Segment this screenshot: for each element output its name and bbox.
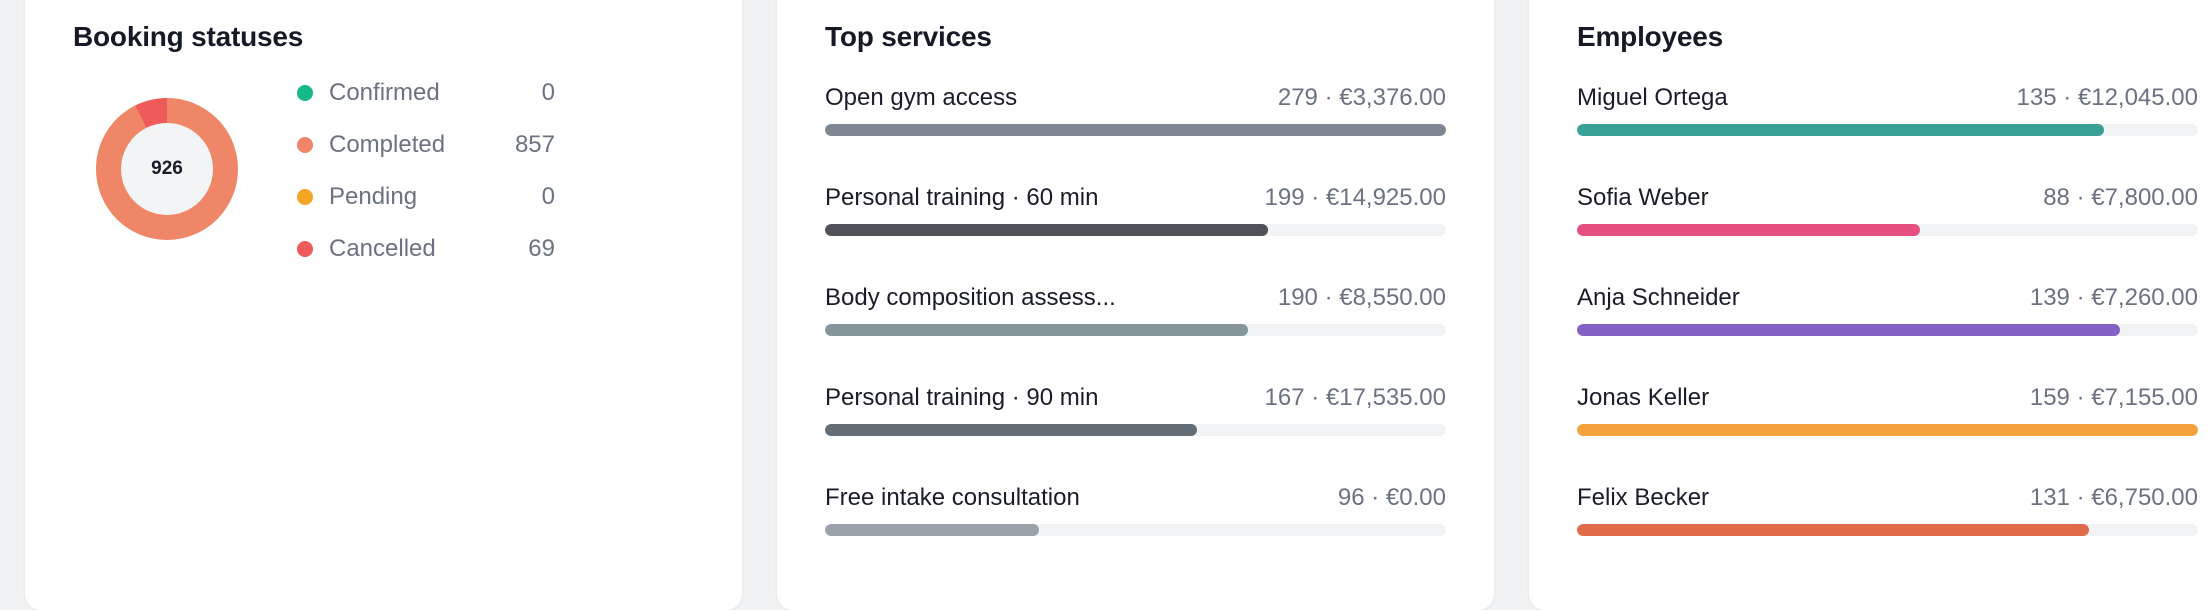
legend-item-pending: Pending 0 [295, 179, 555, 231]
legend-dot [297, 241, 313, 257]
employee-row: Anja Schneider 139 · €7,260.00 [1577, 280, 2198, 380]
employee-bar-track [1577, 424, 2198, 436]
employees-bar-list: Miguel Ortega 135 · €12,045.00 Sofia Web… [1577, 80, 2198, 580]
service-bar-fill [825, 224, 1268, 236]
booking-statuses-title: Booking statuses [73, 21, 304, 52]
employee-bar-track [1577, 224, 2198, 236]
service-bar-fill [825, 124, 1446, 136]
service-bar-track [825, 424, 1446, 436]
service-row: Personal training · 60 min 199 · €14,925… [825, 180, 1446, 280]
status-legend: Confirmed 0 Completed 857 Pending 0 Canc… [295, 75, 555, 283]
legend-value: 0 [541, 79, 555, 106]
employee-bar-fill [1577, 524, 2089, 536]
employee-stats: 159 · €7,155.00 [2029, 384, 2198, 411]
services-bar-list: Open gym access 279 · €3,376.00 Personal… [825, 80, 1446, 580]
legend-item-completed: Completed 857 [295, 127, 555, 179]
service-name: Free intake consultation [825, 484, 1080, 511]
legend-value: 0 [541, 183, 555, 210]
service-name: Personal training · 60 min [825, 184, 1099, 211]
employees-card: Employees Miguel Ortega 135 · €12,045.00… [1529, 0, 2210, 610]
legend-dot [297, 137, 313, 153]
employee-bar-track [1577, 324, 2198, 336]
employee-stats: 88 · €7,800.00 [2043, 184, 2198, 211]
booking-statuses-card: Booking statuses 926 Confirmed 0 Complet… [25, 0, 742, 610]
legend-item-cancelled: Cancelled 69 [295, 231, 555, 283]
employee-bar-fill [1577, 124, 2105, 136]
employees-title: Employees [1577, 21, 1724, 52]
service-bar-fill [825, 324, 1248, 336]
legend-item-confirmed: Confirmed 0 [295, 75, 555, 127]
donut-slice-cancelled [96, 98, 238, 240]
employee-row: Sofia Weber 88 · €7,800.00 [1577, 180, 2198, 280]
service-bar-track [825, 124, 1446, 136]
service-name: Personal training · 90 min [825, 384, 1099, 411]
service-row: Personal training · 90 min 167 · €17,535… [825, 380, 1446, 480]
top-services-card: Top services Open gym access 279 · €3,37… [777, 0, 1494, 610]
service-stats: 96 · €0.00 [1337, 484, 1446, 511]
service-stats: 190 · €8,550.00 [1277, 284, 1446, 311]
employee-stats: 139 · €7,260.00 [2029, 284, 2198, 311]
top-services-title: Top services [825, 21, 992, 52]
service-bar-track [825, 324, 1446, 336]
donut-total: 926 [151, 158, 183, 179]
service-bar-fill [825, 424, 1197, 436]
service-bar-track [825, 224, 1446, 236]
employee-row: Jonas Keller 159 · €7,155.00 [1577, 380, 2198, 480]
service-stats: 199 · €14,925.00 [1264, 184, 1447, 211]
employee-name: Anja Schneider [1577, 284, 1740, 311]
legend-label: Pending [329, 183, 418, 210]
employee-bar-fill [1577, 424, 2198, 436]
service-stats: 167 · €17,535.00 [1264, 384, 1447, 411]
employee-row: Miguel Ortega 135 · €12,045.00 [1577, 80, 2198, 180]
employee-stats: 135 · €12,045.00 [2016, 84, 2199, 111]
donut-svg [96, 98, 238, 240]
employee-name: Felix Becker [1577, 484, 1710, 511]
donut-center-disc [121, 123, 213, 215]
employee-bar-fill [1577, 224, 1921, 236]
employee-stats: 131 · €6,750.00 [2029, 484, 2198, 511]
legend-label: Confirmed [329, 79, 440, 106]
legend-label: Cancelled [329, 235, 436, 262]
legend-value: 857 [514, 131, 555, 158]
employee-name: Miguel Ortega [1577, 84, 1728, 111]
employee-name: Sofia Weber [1577, 184, 1709, 211]
employee-name: Jonas Keller [1577, 384, 1710, 411]
service-row: Open gym access 279 · €3,376.00 [825, 80, 1446, 180]
service-stats: 279 · €3,376.00 [1277, 84, 1446, 111]
employee-row: Felix Becker 131 · €6,750.00 [1577, 480, 2198, 580]
legend-dot [297, 85, 313, 101]
employee-bar-track [1577, 124, 2198, 136]
employee-bar-fill [1577, 324, 2120, 336]
service-row: Free intake consultation 96 · €0.00 [825, 480, 1446, 580]
service-row: Body composition assess... 190 · €8,550.… [825, 280, 1446, 380]
service-name: Open gym access [825, 84, 1018, 111]
service-bar-track [825, 524, 1446, 536]
booking-status-donut-chart: 926 [96, 98, 238, 240]
service-bar-fill [825, 524, 1039, 536]
service-name: Body composition assess... [825, 284, 1116, 311]
legend-value: 69 [528, 235, 555, 262]
legend-label: Completed [329, 131, 446, 158]
employee-bar-track [1577, 524, 2198, 536]
legend-dot [297, 189, 313, 205]
